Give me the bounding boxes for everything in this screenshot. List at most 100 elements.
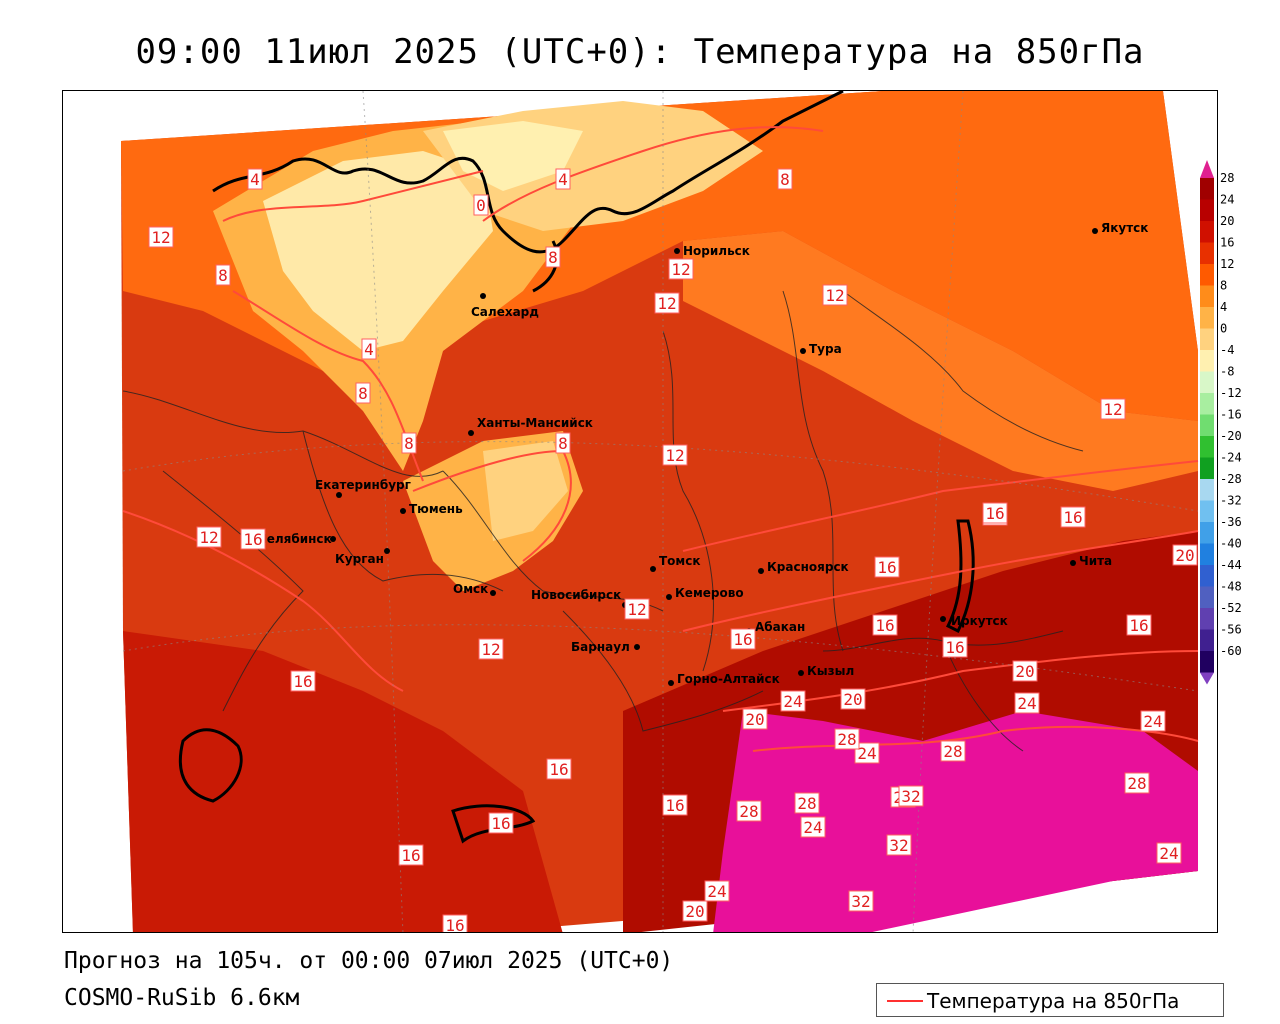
svg-text:8: 8 (558, 434, 568, 453)
contour-label: 20 (840, 688, 866, 710)
svg-text:0: 0 (476, 196, 486, 215)
contour-label: 12 (662, 444, 688, 466)
colorbar-tick-label: -40 (1220, 537, 1242, 551)
city-kyzyl: Кызыл (798, 664, 854, 678)
svg-text:Новосибирск: Новосибирск (531, 588, 621, 602)
city-norilsk: Норильск (674, 244, 750, 258)
svg-text:16: 16 (875, 616, 894, 635)
svg-text:24: 24 (1143, 712, 1162, 731)
contour-label: 0 (473, 194, 489, 216)
contour-label: 24 (780, 690, 806, 712)
svg-text:20: 20 (685, 902, 704, 921)
svg-text:8: 8 (780, 170, 790, 189)
colorbar-tick-label: -32 (1220, 494, 1242, 508)
contour-label: 16 (982, 502, 1008, 524)
city-khanty-mansiysk: Ханты-Мансийск (468, 416, 593, 436)
svg-text:8: 8 (358, 384, 368, 403)
map-title: 09:00 11июл 2025 (UTC+0): Температура на… (135, 32, 1145, 72)
colorbar-tick-label: 20 (1220, 214, 1234, 228)
svg-text:Салехард: Салехард (471, 305, 539, 319)
svg-text:24: 24 (857, 744, 876, 763)
colorbar-tick-label: -20 (1220, 429, 1242, 443)
colorbar-tick-label: -56 (1220, 623, 1242, 637)
colorbar-cell (1200, 436, 1214, 458)
contour-label: 16 (1060, 506, 1086, 528)
svg-text:24: 24 (803, 818, 822, 837)
svg-text:20: 20 (843, 690, 862, 709)
colorbar-cell (1200, 350, 1214, 372)
svg-text:24: 24 (1159, 844, 1178, 863)
svg-text:28: 28 (837, 730, 856, 749)
contour-label: 16 (442, 914, 468, 933)
city-irkutsk: Иркутск (940, 614, 1008, 628)
svg-text:16: 16 (665, 796, 684, 815)
contour-label: 16 (398, 844, 424, 866)
colorbar: 28 24 20 16 12 8 4 0 -4 -8 -12 -16 -20 -24 -28 -32 -36 -4… (1200, 160, 1242, 685)
svg-text:Екатеринбург: Екатеринбург (315, 478, 411, 492)
contour-label: 16 (546, 758, 572, 780)
svg-text:28: 28 (739, 802, 758, 821)
contour-label: 8 (777, 168, 793, 190)
svg-text:Горно-Алтайск: Горно-Алтайск (677, 672, 780, 686)
colorbar-cell (1200, 264, 1214, 286)
contour-label: 12 (668, 258, 694, 280)
contour-label: 8 (555, 432, 571, 454)
svg-text:16: 16 (985, 504, 1004, 523)
contour-label: 32 (886, 834, 912, 856)
colorbar-cell (1200, 586, 1214, 608)
svg-text:16: 16 (243, 530, 262, 549)
colorbar-tick-label: -24 (1220, 451, 1242, 465)
contour-label: 12 (822, 284, 848, 306)
svg-text:24: 24 (783, 692, 802, 711)
contour-label: 12 (654, 292, 680, 314)
colorbar-top-arrow (1200, 160, 1214, 178)
colorbar-cell (1200, 221, 1214, 243)
colorbar-cell (1200, 543, 1214, 565)
svg-text:20: 20 (745, 710, 764, 729)
city-tura: Тура (800, 342, 842, 356)
svg-text:16: 16 (877, 558, 896, 577)
svg-text:12: 12 (665, 446, 684, 465)
contour-label: 16 (240, 528, 266, 550)
contour-lines (122, 126, 1199, 752)
svg-text:28: 28 (797, 794, 816, 813)
svg-text:Омск: Омск (453, 582, 488, 596)
contour-label: 24 (854, 742, 880, 764)
contour-label: 28 (794, 792, 820, 814)
svg-text:32: 32 (851, 892, 870, 911)
svg-text:28: 28 (943, 742, 962, 761)
svg-text:Челябинск: Челябинск (257, 532, 332, 546)
svg-text:Тюмень: Тюмень (409, 502, 463, 516)
contour-label: 28 (940, 740, 966, 762)
contour-label: 28 (736, 800, 762, 822)
colorbar-tick-label: 8 (1220, 279, 1227, 293)
graticule (122, 91, 1199, 932)
colorbar-tick-label: -36 (1220, 515, 1242, 529)
svg-text:16: 16 (445, 916, 464, 933)
colorbar-cell (1200, 500, 1214, 522)
contour-label: 4 (247, 168, 263, 190)
hot-region (713, 711, 1198, 932)
contour-label: 8 (545, 246, 561, 268)
contour-label: 28 (1124, 772, 1150, 794)
svg-text:16: 16 (491, 814, 510, 833)
svg-text:16: 16 (401, 846, 420, 865)
colorbar-tick-label: -52 (1220, 601, 1242, 615)
city-krasnoyarsk: Красноярск (758, 560, 849, 574)
contour-label: 20 (1012, 660, 1038, 682)
svg-text:8: 8 (218, 266, 228, 285)
city-chelyabinsk: Челябинск (257, 532, 336, 546)
colorbar-tick-label: 16 (1220, 236, 1234, 250)
colorbar-cell (1200, 522, 1214, 544)
svg-text:16: 16 (293, 672, 312, 691)
contour-label: 16 (874, 556, 900, 578)
colorbar-tick-label: 12 (1220, 257, 1234, 271)
colorbar-tick-label: -16 (1220, 408, 1242, 422)
colorbar-cell (1200, 242, 1214, 264)
colorbar-cell (1200, 307, 1214, 329)
city-chita: Чита (1070, 554, 1112, 568)
svg-text:24: 24 (1017, 694, 1036, 713)
svg-text:24: 24 (707, 882, 726, 901)
contour-label: 16 (872, 614, 898, 636)
colorbar-tick-label: -48 (1220, 580, 1242, 594)
